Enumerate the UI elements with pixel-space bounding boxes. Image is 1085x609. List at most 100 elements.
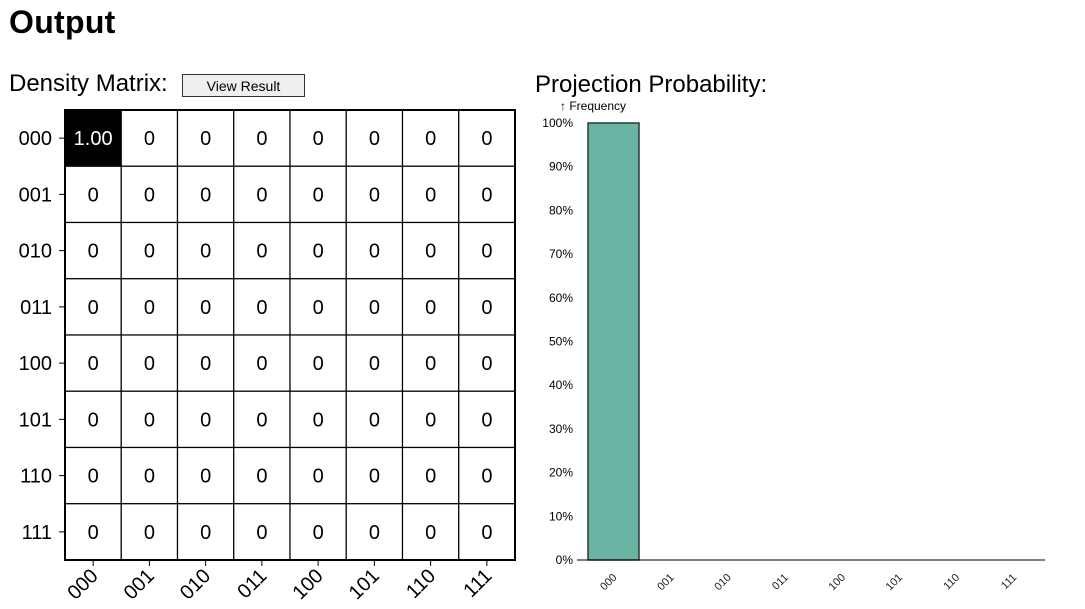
matrix-cell	[64, 278, 122, 336]
matrix-cell-value: 0	[256, 184, 267, 206]
matrix-cell-value: 0	[88, 409, 99, 431]
col-label: 001	[120, 565, 159, 604]
col-label: 111	[459, 565, 496, 602]
matrix-cell-value: 0	[144, 241, 155, 263]
matrix-cell	[176, 109, 235, 167]
matrix-cell-value: 0	[313, 466, 324, 488]
matrix-cell-value: 0	[481, 241, 492, 263]
matrix-cell-value: 0	[481, 353, 492, 375]
matrix-cell-value: 0	[200, 409, 211, 431]
matrix-cell-value: 0	[313, 409, 324, 431]
matrix-cell	[289, 221, 347, 280]
density-matrix-label: Density Matrix:	[9, 70, 168, 97]
matrix-cell	[120, 278, 179, 336]
row-label: 111	[22, 522, 52, 544]
matrix-cell	[233, 390, 291, 449]
x-tick-label: 001	[655, 572, 676, 593]
row-label: 010	[19, 241, 52, 263]
matrix-cell-value: 0	[144, 522, 155, 544]
matrix-cell-value: 0	[200, 297, 211, 319]
matrix-cell-value: 0	[481, 466, 492, 488]
matrix-cell	[458, 390, 516, 449]
matrix-cell-value: 1.00	[74, 128, 113, 150]
row-label: 011	[20, 297, 52, 319]
matrix-cell-value: 0	[256, 241, 267, 263]
projection-probability-chart: ↑ Frequency 0% 10% 20% 30% 40% 50% 60% 70% 80% 90%…	[542, 99, 1045, 593]
matrix-cell-value: 0	[481, 128, 492, 150]
matrix-cell-value: 0	[369, 409, 380, 431]
matrix-cell-value: 0	[425, 353, 436, 375]
matrix-cell-value: 0	[313, 297, 324, 319]
matrix-cell	[64, 109, 122, 167]
matrix-cell-value: 0	[88, 297, 99, 319]
matrix-cell	[176, 446, 235, 505]
x-tick-label: 110	[941, 572, 962, 593]
matrix-cell	[458, 109, 516, 167]
matrix-cell	[289, 278, 347, 336]
matrix-cell-value: 0	[369, 184, 380, 206]
col-label: 011	[233, 565, 271, 603]
matrix-cell-value: 0	[256, 297, 267, 319]
y-tick-label: 80%	[549, 203, 573, 217]
matrix-cell-value: 0	[88, 241, 99, 263]
x-tick-label: 011	[770, 572, 791, 593]
matrix-cell	[64, 390, 122, 449]
matrix-cell	[233, 165, 291, 224]
x-tick-label: 100	[827, 572, 848, 593]
matrix-cell-value: 0	[369, 466, 380, 488]
row-label: 101	[19, 409, 52, 431]
matrix-cell-value: 0	[313, 241, 324, 263]
view-result-button[interactable]: View Result	[182, 74, 305, 97]
matrix-cell-value: 0	[425, 409, 436, 431]
matrix-cell-value: 0	[481, 184, 492, 206]
matrix-cell-value: 0	[200, 353, 211, 375]
matrix-cell-value: 0	[144, 297, 155, 319]
x-tick-label: 000	[598, 572, 619, 593]
matrix-cell-value: 0	[200, 466, 211, 488]
matrix-cell-value: 0	[144, 128, 155, 150]
matrix-cell-value: 0	[369, 297, 380, 319]
y-tick-label: 0%	[556, 553, 574, 567]
y-tick-label: 20%	[549, 466, 573, 480]
matrix-cell-value: 0	[88, 353, 99, 375]
matrix-cell	[120, 503, 179, 561]
matrix-cell	[401, 221, 460, 280]
matrix-cell-value: 0	[256, 409, 267, 431]
y-tick-label: 60%	[549, 291, 573, 305]
y-tick-label: 70%	[549, 247, 573, 261]
matrix-cell	[345, 390, 404, 449]
matrix-cell-value: 0	[88, 466, 99, 488]
row-label: 110	[20, 466, 52, 488]
y-tick-label: 40%	[549, 378, 573, 392]
col-label: 110	[402, 565, 440, 603]
col-label: 010	[176, 565, 215, 604]
matrix-cell-value: 0	[256, 353, 267, 375]
matrix-cell-value: 0	[369, 353, 380, 375]
matrix-cell	[345, 278, 404, 336]
matrix-cell	[345, 334, 404, 392]
matrix-cell	[401, 334, 460, 392]
y-tick-label: 30%	[549, 422, 573, 436]
matrix-cell-value: 0	[200, 241, 211, 263]
y-axis-title: ↑ Frequency	[560, 99, 626, 113]
y-tick-label: 100%	[542, 116, 573, 130]
matrix-cell-value: 0	[144, 409, 155, 431]
projection-probability-label: Projection Probability:	[535, 71, 768, 98]
matrix-cell	[120, 165, 179, 224]
col-label: 100	[289, 565, 328, 604]
matrix-cell	[120, 221, 179, 280]
matrix-border	[64, 109, 516, 561]
col-label: 101	[345, 565, 384, 604]
x-tick-label: 010	[712, 572, 733, 593]
matrix-cell-value: 0	[200, 128, 211, 150]
matrix-cell	[458, 446, 516, 505]
matrix-cell-value: 0	[144, 184, 155, 206]
matrix-cell	[345, 446, 404, 505]
matrix-cell	[401, 446, 460, 505]
matrix-cell-value: 0	[369, 522, 380, 544]
y-tick-label: 50%	[549, 335, 573, 349]
matrix-cell	[176, 390, 235, 449]
matrix-cell-value: 0	[425, 184, 436, 206]
matrix-cell-value: 0	[369, 241, 380, 263]
matrix-cell	[345, 503, 404, 561]
